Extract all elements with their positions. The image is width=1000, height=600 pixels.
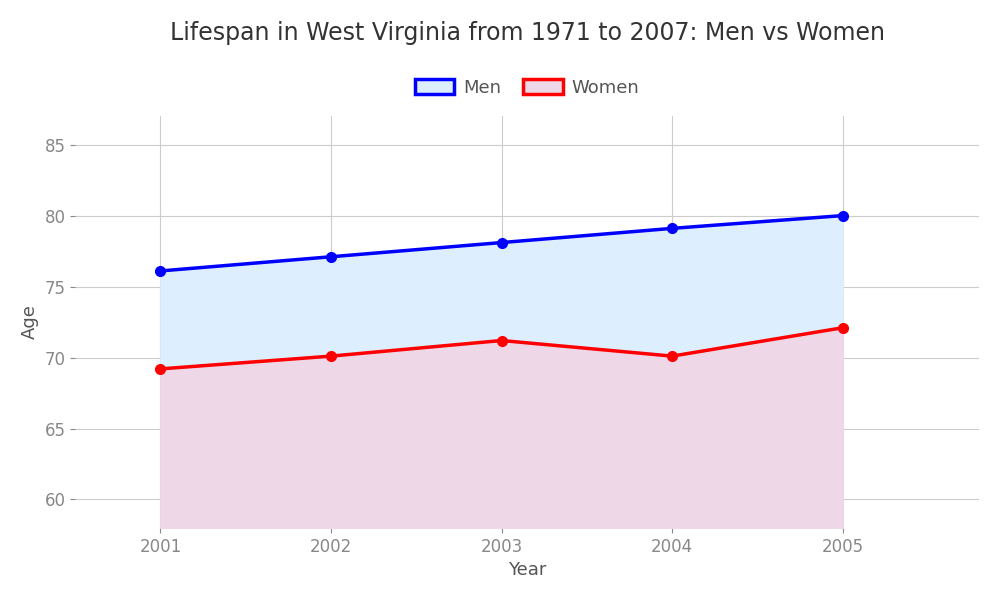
Title: Lifespan in West Virginia from 1971 to 2007: Men vs Women: Lifespan in West Virginia from 1971 to 2…: [170, 21, 885, 45]
Legend: Men, Women: Men, Women: [407, 72, 647, 104]
X-axis label: Year: Year: [508, 561, 546, 579]
Y-axis label: Age: Age: [21, 305, 39, 340]
